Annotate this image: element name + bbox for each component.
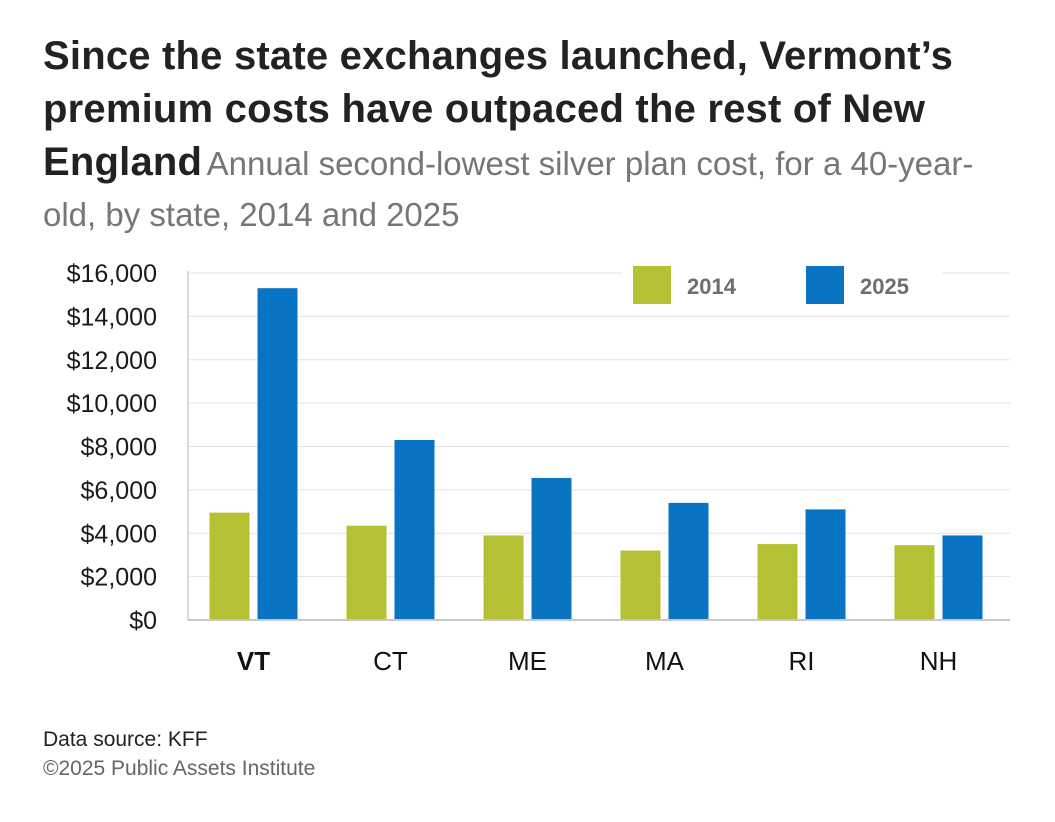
bar-2025-ct <box>394 439 435 620</box>
bar-2014-nh <box>894 545 935 620</box>
legend-background <box>622 262 942 314</box>
bar-2014-me <box>483 535 524 620</box>
x-tick-label: VT <box>237 646 270 676</box>
y-tick-label: $10,000 <box>67 390 157 418</box>
x-tick-label: NH <box>920 646 958 676</box>
legend-label-2014: 2014 <box>687 274 737 299</box>
bar-2014-ma <box>620 550 661 620</box>
y-tick-label: $6,000 <box>81 477 157 505</box>
y-tick-label: $16,000 <box>67 260 157 288</box>
y-tick-label: $4,000 <box>81 520 157 548</box>
chart-heading: Since the state exchanges launched, Verm… <box>43 34 1023 244</box>
bar-2025-ma <box>668 502 709 620</box>
y-tick-label: $2,000 <box>81 564 157 592</box>
bar-2014-ri <box>757 544 798 620</box>
legend-label-2025: 2025 <box>860 274 909 299</box>
x-tick-label: ME <box>508 646 547 676</box>
legend-swatch-2014 <box>633 266 671 304</box>
y-tick-label: $0 <box>129 607 157 635</box>
x-tick-label: MA <box>645 646 685 676</box>
bar-2014-ct <box>346 525 387 620</box>
data-source: Data source: KFF <box>43 728 208 751</box>
y-tick-label: $12,000 <box>67 347 157 375</box>
copyright: ©2025 Public Assets Institute <box>43 757 316 780</box>
legend-swatch-2025 <box>806 266 844 304</box>
bar-2025-ri <box>805 509 846 620</box>
bar-2025-nh <box>942 535 983 620</box>
chart-subtitle: Annual second-lowest silver plan cost, f… <box>43 145 974 233</box>
chart-title: Since the state exchanges launched, Verm… <box>43 34 954 184</box>
y-tick-label: $8,000 <box>81 434 157 462</box>
bar-2014-vt <box>209 512 250 620</box>
x-tick-label: CT <box>373 646 408 676</box>
bar-2025-me <box>531 477 572 620</box>
bar-2025-vt <box>257 288 298 620</box>
y-tick-label: $14,000 <box>67 303 157 331</box>
x-tick-label: RI <box>789 646 815 676</box>
